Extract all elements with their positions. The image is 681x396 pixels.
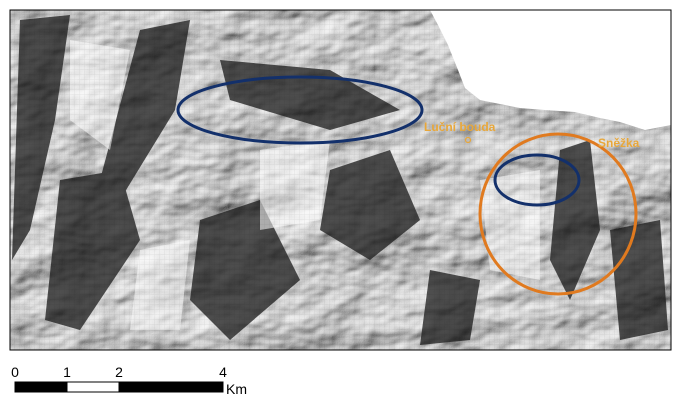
scale-bar: 0 1 2 4Km bbox=[11, 364, 247, 396]
place-label: Sněžka bbox=[598, 136, 640, 150]
scale-tick-label: 2 bbox=[115, 364, 123, 380]
scale-segment bbox=[119, 382, 223, 392]
scale-segment bbox=[67, 382, 119, 392]
scale-segment bbox=[15, 382, 67, 392]
scale-tick-label: 0 bbox=[11, 364, 19, 380]
scale-tick-label: 4 bbox=[219, 364, 227, 380]
hillshade bbox=[10, 10, 671, 350]
scale-tick-label: 1 bbox=[63, 364, 71, 380]
place-label: Luční bouda bbox=[424, 120, 496, 134]
map-figure: Luční bouda Sněžka 0 1 2 4Km bbox=[0, 0, 681, 396]
scale-unit: Km bbox=[226, 381, 247, 396]
